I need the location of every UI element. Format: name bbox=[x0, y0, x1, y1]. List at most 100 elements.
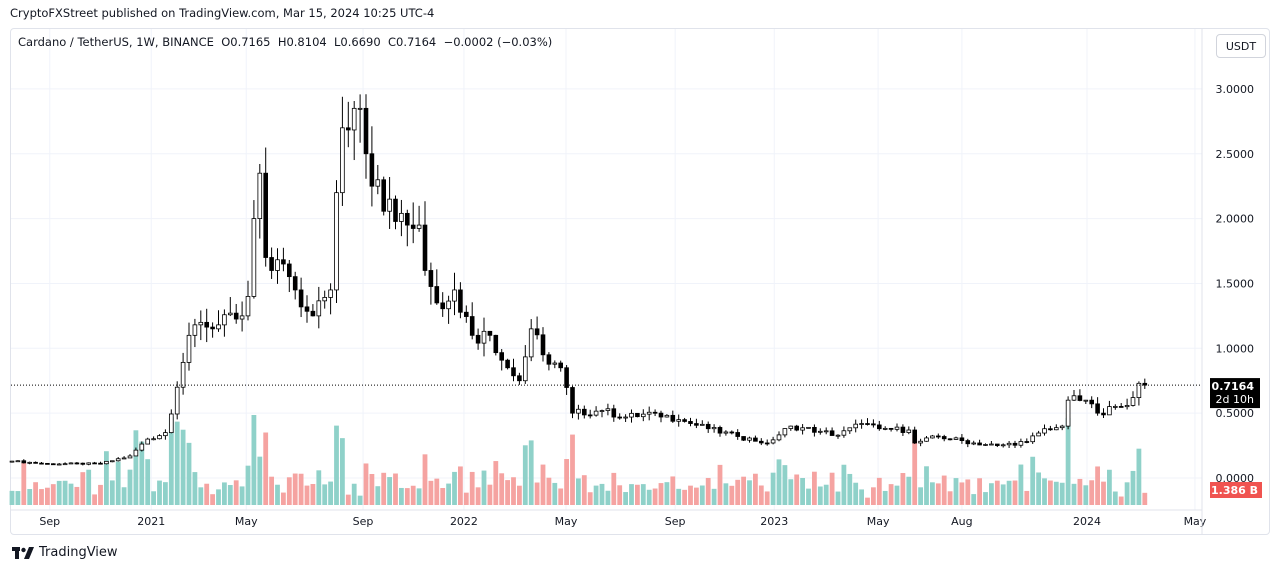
candle-up bbox=[800, 427, 805, 431]
volume-bar bbox=[947, 491, 953, 505]
candle-down bbox=[21, 460, 27, 464]
candle-down bbox=[404, 212, 410, 226]
y-tick-label: 2.5000 bbox=[1216, 148, 1255, 161]
volume-bar bbox=[45, 487, 50, 505]
candle-down bbox=[965, 440, 971, 445]
volume-bar bbox=[517, 485, 522, 505]
candle-up bbox=[68, 462, 74, 465]
candle-up bbox=[818, 430, 823, 433]
candle-down bbox=[705, 423, 711, 430]
volume-bar bbox=[369, 474, 375, 505]
footer-brand[interactable]: TradingView bbox=[12, 545, 118, 560]
volume-bar bbox=[717, 464, 723, 505]
volume-bar bbox=[50, 484, 56, 505]
volume-bar bbox=[794, 474, 800, 505]
volume-series bbox=[9, 415, 1148, 505]
volume-bar bbox=[623, 492, 628, 505]
bar-countdown: 2d 10h bbox=[1216, 393, 1254, 406]
candle-down bbox=[829, 430, 835, 436]
volume-bar bbox=[168, 417, 174, 505]
volume-bar bbox=[180, 429, 186, 505]
volume-bar bbox=[216, 489, 221, 505]
volume-bar bbox=[345, 494, 351, 505]
candle-down bbox=[475, 334, 481, 344]
volume-bar bbox=[829, 472, 835, 505]
currency-button[interactable]: USDT bbox=[1216, 34, 1266, 58]
volume-bar bbox=[310, 483, 316, 505]
candle-down bbox=[263, 172, 268, 258]
candle-up bbox=[1113, 406, 1118, 408]
candle-down bbox=[1095, 403, 1100, 414]
candle-up bbox=[174, 386, 180, 415]
candle-up bbox=[953, 437, 959, 440]
volume-bar bbox=[924, 466, 929, 505]
candle-down bbox=[682, 419, 687, 422]
volume-bar bbox=[21, 462, 27, 505]
candle-down bbox=[888, 427, 894, 430]
volume-bar bbox=[812, 471, 817, 505]
candle-up bbox=[86, 462, 92, 465]
volume-bar bbox=[434, 478, 440, 505]
symbol-legend: Cardano / TetherUS, 1W, BINANCE O0.7165 … bbox=[18, 35, 552, 49]
candle-down bbox=[635, 412, 640, 418]
candle-up bbox=[1042, 428, 1047, 434]
volume-bar bbox=[599, 483, 605, 505]
candle-down bbox=[45, 462, 50, 465]
volume-bar bbox=[499, 473, 505, 505]
volume-bar bbox=[487, 484, 493, 505]
x-tick-label: May bbox=[555, 515, 578, 528]
candle-up bbox=[239, 315, 245, 320]
volume-bar bbox=[328, 481, 333, 505]
volume-bar bbox=[505, 480, 510, 505]
candle-down bbox=[1142, 382, 1148, 386]
volume-bar bbox=[918, 487, 923, 505]
volume-bar bbox=[493, 461, 499, 505]
volume-bar bbox=[139, 441, 145, 505]
volume-bar bbox=[1083, 485, 1089, 505]
volume-bar bbox=[33, 482, 38, 505]
volume-bar bbox=[800, 478, 805, 505]
candle-down bbox=[286, 263, 292, 278]
candle-up bbox=[446, 300, 451, 310]
candle-up bbox=[599, 410, 605, 412]
candle-down bbox=[204, 321, 210, 328]
volume-bar bbox=[446, 483, 451, 505]
volume-bar bbox=[906, 476, 912, 505]
volume-bar bbox=[257, 456, 263, 505]
volume-bar bbox=[340, 438, 345, 505]
candle-down bbox=[1048, 428, 1053, 431]
volume-bar bbox=[1059, 482, 1065, 505]
candle-up bbox=[1065, 399, 1071, 427]
candle-up bbox=[481, 330, 487, 344]
volume-bar bbox=[1112, 491, 1118, 505]
candle-up bbox=[835, 434, 841, 437]
candle-down bbox=[794, 425, 799, 431]
volume-bar bbox=[605, 490, 611, 505]
volume-bar bbox=[806, 488, 811, 505]
candle-down bbox=[570, 387, 575, 414]
volume-bar bbox=[281, 492, 286, 505]
candle-up bbox=[894, 426, 900, 430]
x-tick-label: Sep bbox=[39, 515, 60, 528]
candle-up bbox=[15, 460, 21, 463]
volume-bar bbox=[511, 477, 516, 505]
volume-bar bbox=[871, 487, 876, 505]
volume-bar bbox=[1124, 482, 1130, 505]
volume-bar bbox=[1065, 417, 1071, 505]
candle-up bbox=[334, 192, 339, 291]
volume-bar bbox=[953, 478, 959, 505]
volume-bar bbox=[617, 485, 623, 505]
chart-container[interactable] bbox=[10, 28, 1270, 535]
candle-up bbox=[576, 408, 581, 414]
volume-bar bbox=[546, 477, 552, 505]
volume-bar bbox=[983, 492, 988, 505]
volume-bar bbox=[570, 434, 575, 505]
volume-bar bbox=[186, 442, 192, 505]
volume-bar bbox=[699, 485, 705, 505]
legend-symbol: Cardano / TetherUS, 1W, BINANCE bbox=[18, 35, 214, 49]
volume-bar bbox=[1006, 480, 1012, 505]
x-tick-label: 2021 bbox=[137, 515, 165, 528]
candle-up bbox=[121, 457, 127, 460]
volume-bar bbox=[204, 483, 210, 505]
